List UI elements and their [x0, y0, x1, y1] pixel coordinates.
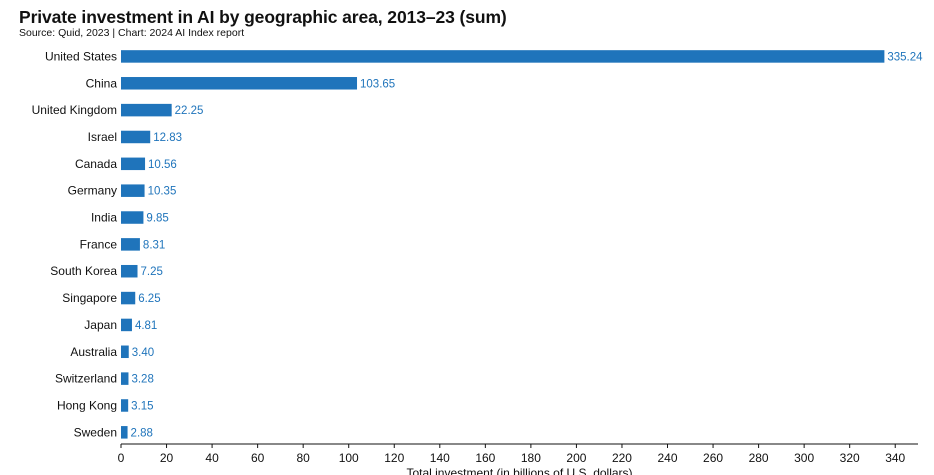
bar-india: [121, 211, 144, 224]
x-tick-label: 320: [840, 451, 860, 465]
value-label-germany: 10.35: [148, 186, 177, 198]
category-labels-group: United States China United Kingdom Israel Ca…: [32, 49, 118, 439]
x-axis-label: Total investment (in billions of U.S. do…: [406, 466, 632, 475]
chart-source: Source: Quid, 2023 | Chart: 2024 AI Inde…: [19, 27, 245, 39]
bar-china: [121, 77, 358, 90]
x-tick-label: 0: [118, 451, 125, 465]
x-tick-label: 40: [205, 451, 219, 465]
x-tick-label: 280: [749, 451, 769, 465]
bar-israel: [121, 130, 151, 144]
category-label-germany: Germany: [68, 184, 117, 198]
x-tick-label: 340: [885, 451, 905, 465]
category-label-singapore: Singapore: [62, 291, 117, 305]
category-label-australia: Australia: [70, 345, 117, 359]
category-label-united-kingdom: United Kingdom: [32, 103, 117, 117]
x-tick-label: 140: [430, 451, 450, 465]
bar-germany: [121, 184, 145, 197]
category-label-france: France: [80, 237, 118, 251]
category-label-india: India: [91, 211, 117, 225]
bar-japan: [121, 318, 132, 332]
value-label-japan: 4.81: [135, 320, 157, 332]
value-label-hong-kong: 3.15: [131, 400, 153, 412]
x-ticks-group: 0 20 40 60 80 100 120 140 160 180 200 220 240 260 280 3…: [118, 444, 906, 465]
bar-hong-kong: [121, 399, 129, 412]
value-label-australia: 3.40: [132, 347, 154, 359]
bar-australia: [121, 345, 129, 359]
category-label-united-states: United States: [45, 49, 117, 63]
value-label-china: 103.65: [360, 78, 395, 90]
x-tick-label: 260: [703, 451, 723, 465]
x-tick-label: 80: [296, 451, 310, 465]
value-label-singapore: 6.25: [138, 293, 160, 305]
x-tick-label: 220: [612, 451, 632, 465]
bar-united-kingdom: [121, 103, 172, 117]
x-tick-label: 100: [339, 451, 359, 465]
value-label-sweden: 2.88: [131, 427, 153, 439]
value-label-india: 9.85: [146, 213, 168, 225]
x-tick-label: 300: [794, 451, 814, 465]
value-label-united-kingdom: 22.25: [175, 105, 204, 117]
value-label-canada: 10.56: [148, 159, 177, 171]
value-label-israel: 12.83: [153, 132, 182, 144]
category-label-japan: Japan: [84, 318, 117, 332]
category-label-china: China: [86, 76, 118, 90]
category-label-switzerland: Switzerland: [55, 372, 117, 386]
bar-united-states: [121, 50, 885, 63]
value-label-united-states: 335.24: [887, 51, 923, 63]
bar-canada: [121, 157, 146, 171]
category-label-israel: Israel: [88, 130, 117, 144]
category-label-canada: Canada: [75, 157, 117, 171]
bar-sweden: [121, 426, 128, 439]
bar-south-korea: [121, 264, 138, 278]
x-tick-label: 200: [566, 451, 586, 465]
value-label-france: 8.31: [143, 239, 165, 251]
bar-switzerland: [121, 372, 129, 385]
value-label-switzerland: 3.28: [131, 374, 153, 386]
chart-title: Private investment in AI by geographic a…: [19, 7, 507, 27]
x-tick-label: 120: [384, 451, 404, 465]
bars-group: [121, 50, 885, 439]
category-label-hong-kong: Hong Kong: [57, 398, 117, 412]
x-tick-label: 240: [657, 451, 677, 465]
x-tick-label: 160: [475, 451, 495, 465]
category-label-sweden: Sweden: [74, 425, 117, 439]
category-label-south-korea: South Korea: [50, 264, 117, 278]
value-label-south-korea: 7.25: [141, 266, 163, 278]
bar-singapore: [121, 291, 136, 305]
x-tick-label: 20: [160, 451, 174, 465]
value-labels-group: 335.24 103.65 22.25 12.83 10.56 10.35 9.85 8.31…: [131, 51, 924, 439]
x-tick-label: 60: [251, 451, 265, 465]
bar-france: [121, 238, 140, 251]
x-tick-label: 180: [521, 451, 541, 465]
